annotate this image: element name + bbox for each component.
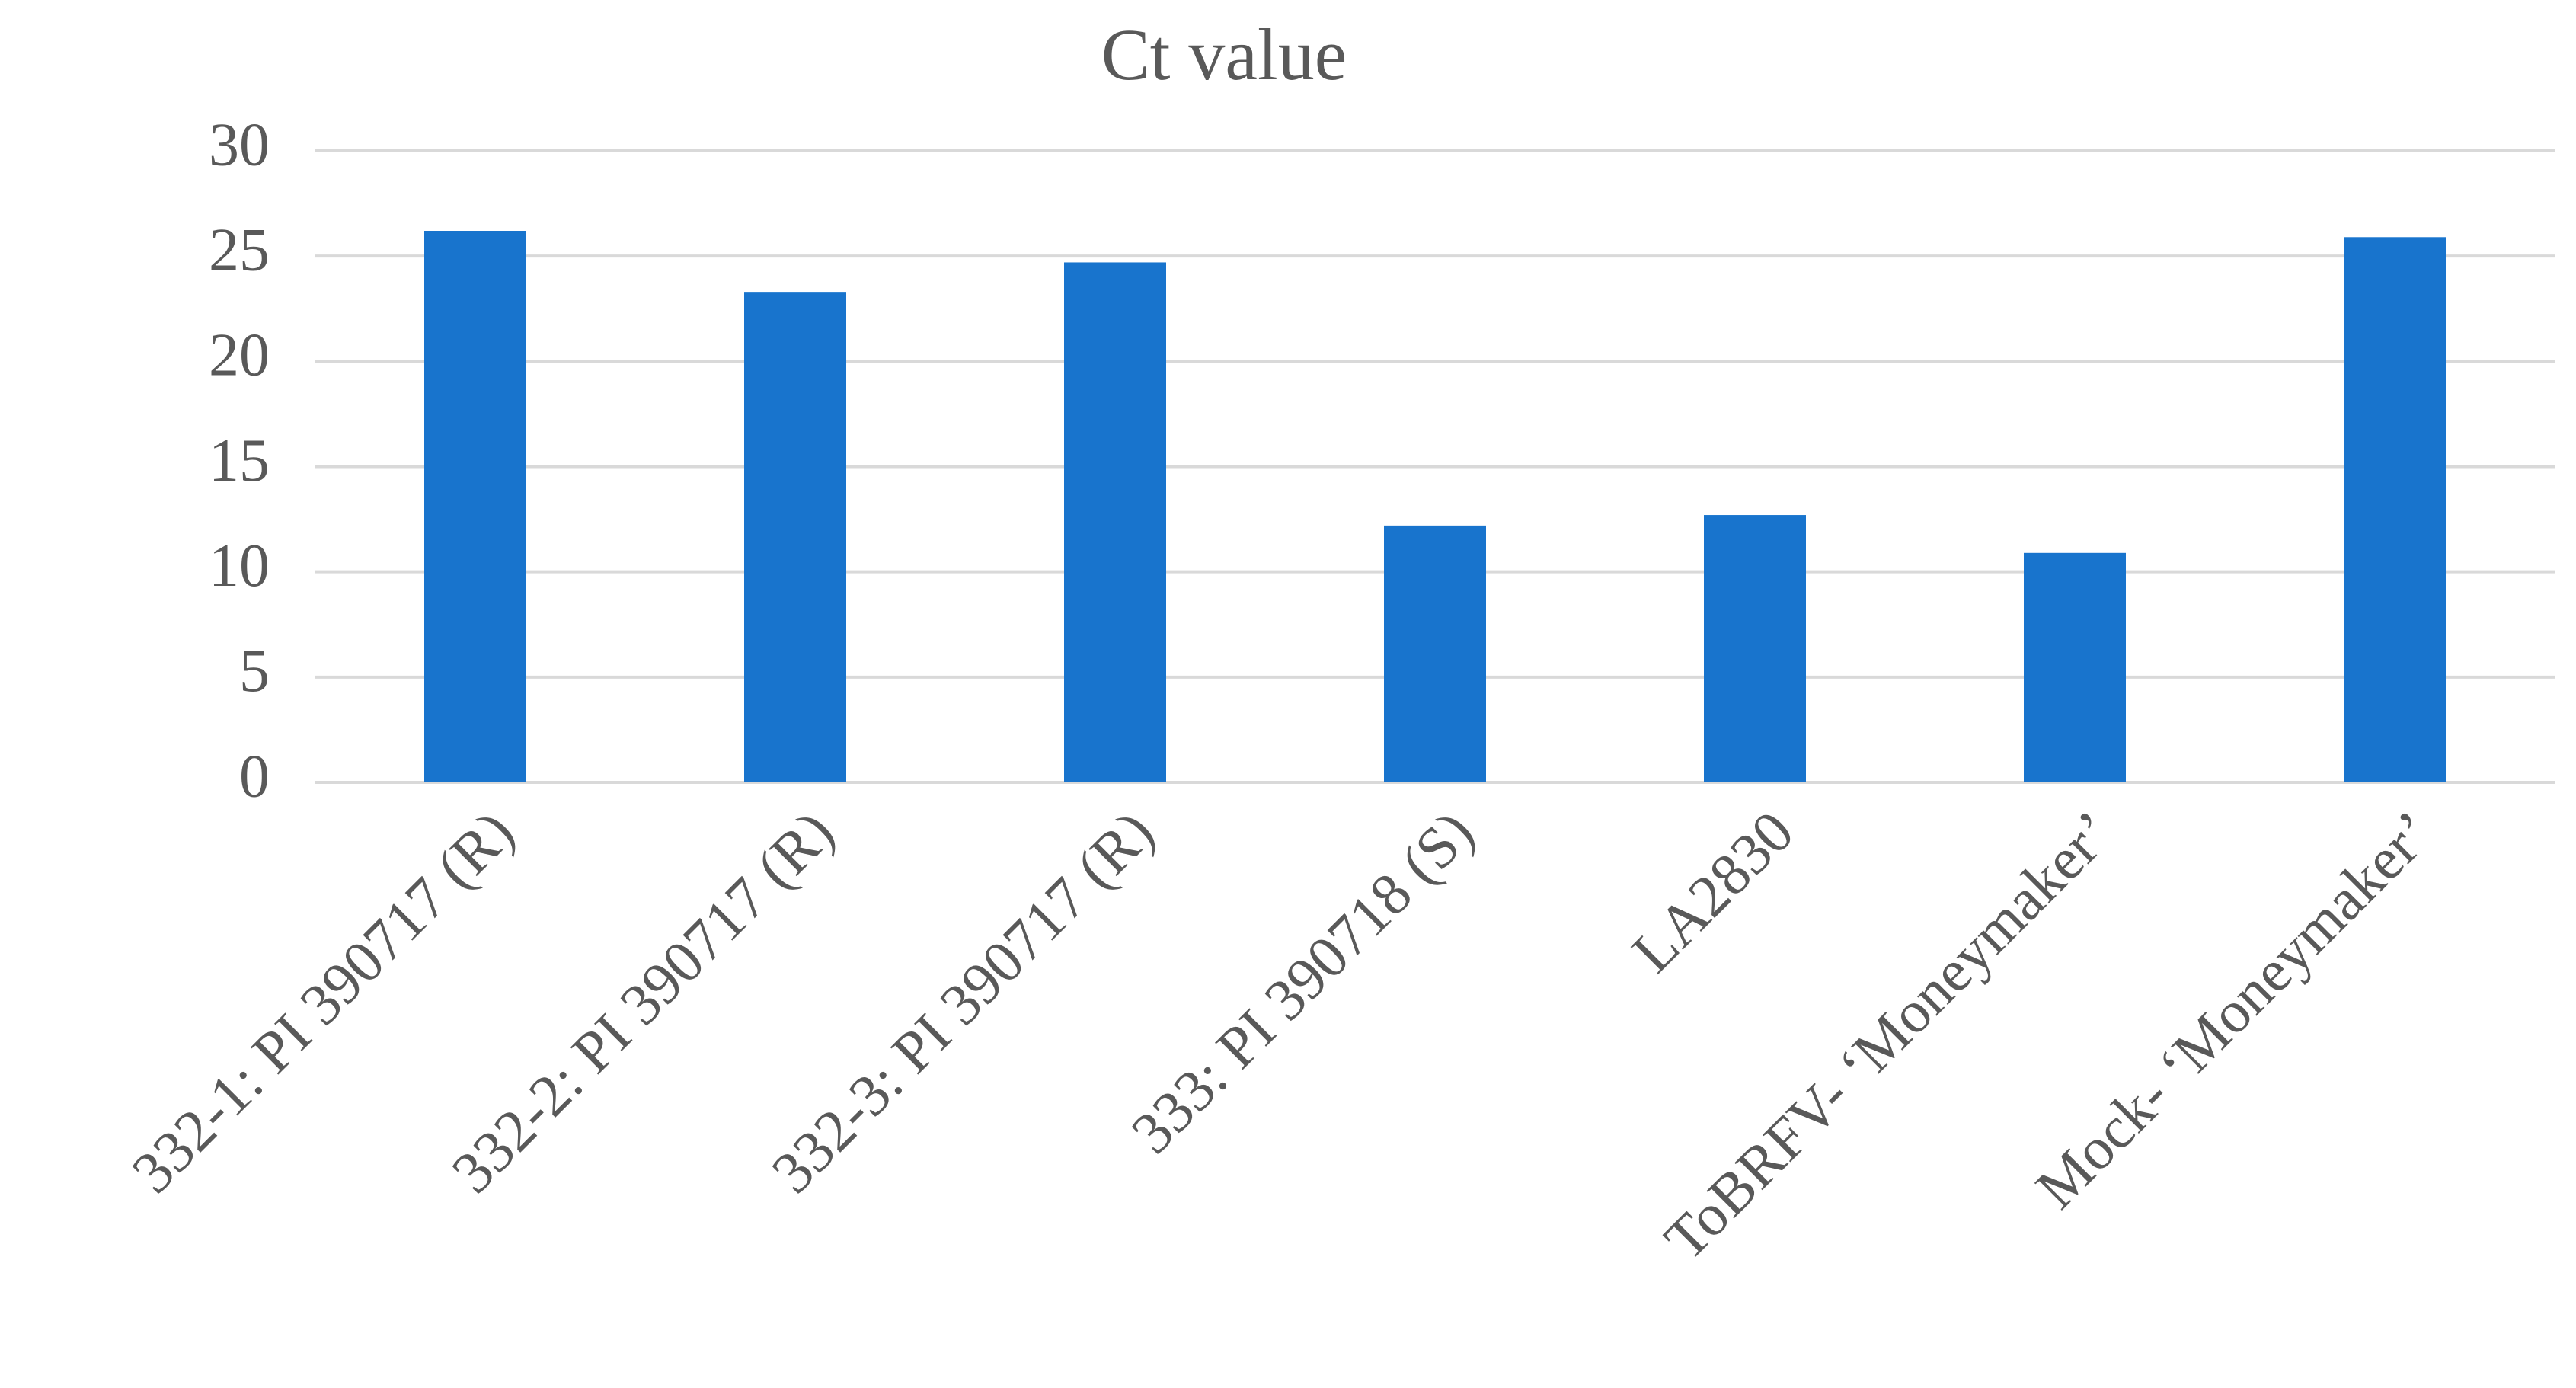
x-tick-label: LA2830 — [1619, 798, 1806, 985]
bar — [2344, 237, 2446, 783]
chart-title: Ct value — [1101, 14, 1347, 95]
bar — [1064, 262, 1166, 782]
y-tick-label: 15 — [209, 427, 270, 494]
bar — [744, 292, 846, 783]
bar — [424, 231, 526, 782]
x-tick-label: 333: PI 390718 (S) — [1118, 798, 1486, 1166]
y-tick-label: 20 — [209, 322, 270, 389]
y-tick-label: 10 — [209, 532, 270, 600]
y-tick-label: 25 — [209, 217, 270, 284]
y-tick-label: 30 — [209, 111, 270, 178]
bar — [2024, 552, 2126, 782]
y-tick-label: 5 — [239, 638, 270, 705]
bar — [1384, 525, 1486, 782]
bar — [1704, 515, 1806, 782]
y-tick-label: 0 — [239, 743, 270, 810]
